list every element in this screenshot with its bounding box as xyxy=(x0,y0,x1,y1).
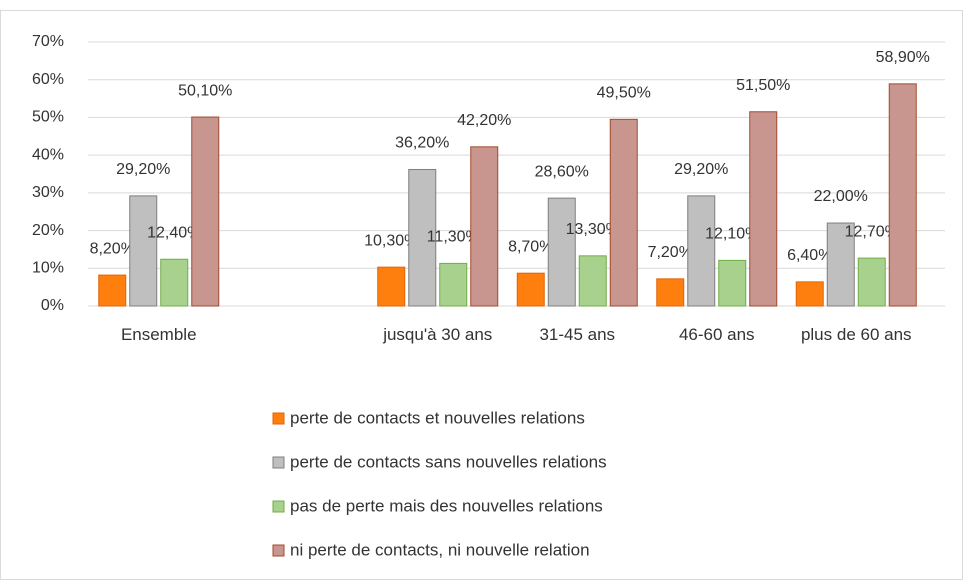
bar xyxy=(687,195,716,307)
y-tick-label: 40% xyxy=(32,146,64,163)
legend-swatch xyxy=(272,544,285,557)
value-label: 28,60% xyxy=(535,163,589,180)
value-label: 8,70% xyxy=(508,238,553,255)
value-label: 6,40% xyxy=(787,247,832,264)
value-label: 12,70% xyxy=(845,223,899,240)
bar xyxy=(656,278,685,307)
x-tick-label: plus de 60 ans xyxy=(800,325,912,344)
value-label: 29,20% xyxy=(674,161,728,178)
x-tick-label: 46-60 ans xyxy=(678,325,755,344)
value-label: 58,90% xyxy=(876,49,930,66)
bar xyxy=(857,257,886,307)
value-label: 36,20% xyxy=(395,135,449,152)
x-tick-label: Ensemble xyxy=(120,325,197,344)
x-tick-label: 31-45 ans xyxy=(539,325,616,344)
bar xyxy=(888,83,917,307)
bar xyxy=(98,274,127,307)
bar xyxy=(718,259,747,307)
value-label: 42,20% xyxy=(457,112,511,129)
value-label: 49,50% xyxy=(597,85,651,102)
value-label: 12,40% xyxy=(147,224,201,241)
bar xyxy=(377,266,406,307)
y-tick-label: 30% xyxy=(32,184,64,201)
bar xyxy=(160,258,189,307)
bar xyxy=(795,281,824,307)
bar xyxy=(408,168,437,307)
legend-label: ni perte de contacts, ni nouvelle relati… xyxy=(290,540,590,559)
bar xyxy=(191,116,220,307)
legend-label: perte de contacts sans nouvelles relatio… xyxy=(290,452,607,471)
y-tick-label: 50% xyxy=(32,109,64,126)
chart-border xyxy=(0,10,963,580)
bar xyxy=(129,195,158,307)
legend-swatch xyxy=(272,412,285,425)
y-tick-label: 10% xyxy=(32,260,64,277)
bar xyxy=(439,262,468,307)
x-tick-label: jusqu'à 30 ans xyxy=(383,325,493,344)
value-label: 22,00% xyxy=(814,188,868,205)
bar xyxy=(578,255,607,307)
value-label: 12,10% xyxy=(705,226,759,243)
bar xyxy=(547,197,576,307)
legend-label: pas de perte mais des nouvelles relation… xyxy=(290,496,603,515)
value-label: 7,20% xyxy=(648,244,693,261)
y-tick-label: 70% xyxy=(32,33,64,50)
legend-label: perte de contacts et nouvelles relations xyxy=(290,408,585,427)
value-label: 8,20% xyxy=(90,240,135,257)
value-label: 13,30% xyxy=(566,221,620,238)
bar xyxy=(749,111,778,307)
y-tick-label: 60% xyxy=(32,71,64,88)
value-label: 50,10% xyxy=(178,82,232,99)
bar xyxy=(470,146,499,307)
y-tick-label: 0% xyxy=(41,297,64,314)
bar xyxy=(826,222,855,307)
legend-swatch xyxy=(272,456,285,469)
value-label: 29,20% xyxy=(116,161,170,178)
value-label: 51,50% xyxy=(736,77,790,94)
legend-swatch xyxy=(272,500,285,513)
y-tick-label: 20% xyxy=(32,222,64,239)
bar xyxy=(516,272,545,307)
value-label: 10,30% xyxy=(364,232,418,249)
bar xyxy=(609,118,638,307)
value-label: 11,30% xyxy=(427,229,480,246)
